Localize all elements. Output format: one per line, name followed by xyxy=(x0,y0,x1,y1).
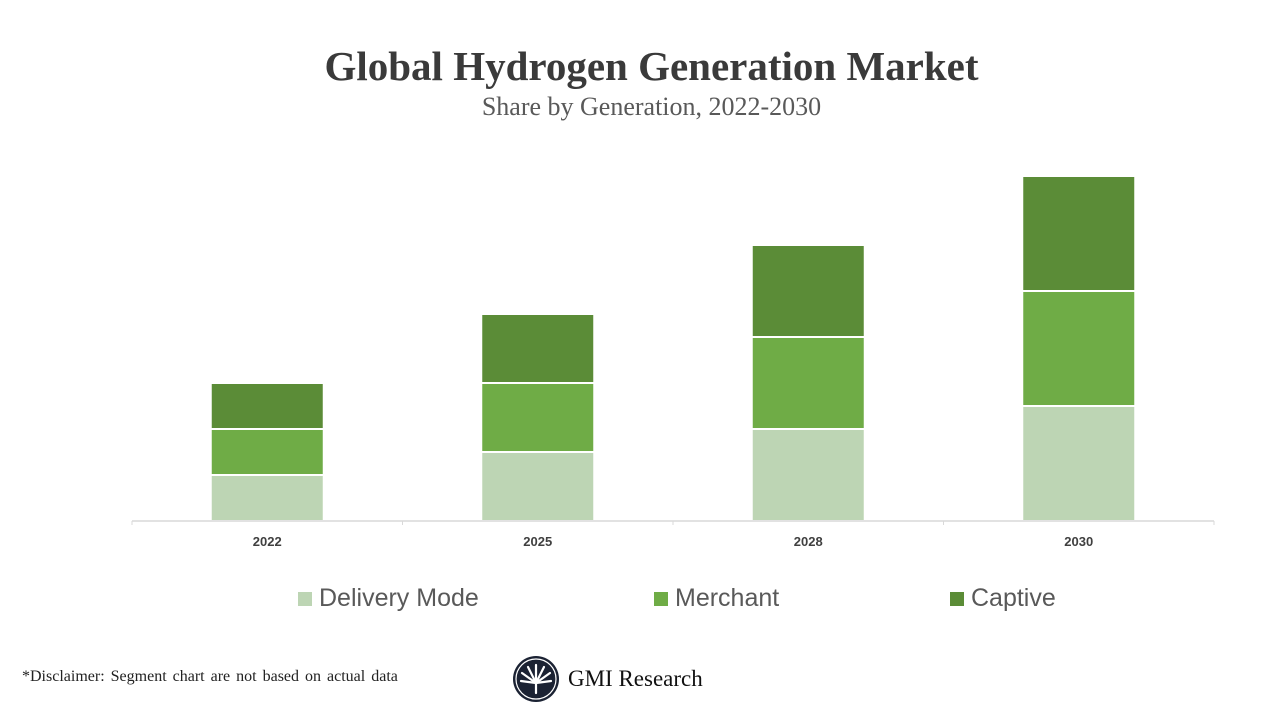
legend-label: Captive xyxy=(971,584,1056,612)
brand-name: GMI Research xyxy=(568,666,703,691)
bar-segment-merchant-2022 xyxy=(209,428,325,476)
chart-subtitle: Share by Generation, 2022-2030 xyxy=(481,92,822,121)
bar-segment-captive-2025 xyxy=(480,313,596,384)
legend-swatch xyxy=(654,591,668,606)
bar-segment-merchant-2025 xyxy=(480,382,596,453)
legend-item-delivery-mode: Delivery Mode xyxy=(298,584,479,613)
gmi-logo: GMI Research xyxy=(512,655,703,703)
bar-segment-merchant-2028 xyxy=(750,336,866,430)
legend-label: Delivery Mode xyxy=(319,584,479,612)
bar-segment-delivery-mode-2028 xyxy=(750,428,866,522)
x-tick-label-2030: 2030 xyxy=(1064,534,1093,549)
x-tick-label-2025: 2025 xyxy=(523,534,552,549)
chart-title: Global Hydrogen Generation Market xyxy=(324,43,979,89)
legend-swatch xyxy=(950,591,964,606)
x-tick-label-2022: 2022 xyxy=(253,534,282,549)
bar-segment-delivery-mode-2025 xyxy=(480,451,596,522)
legend-item-captive: Captive xyxy=(950,584,1056,613)
disclaimer: *Disclaimer: Segment chart are not based… xyxy=(22,668,398,685)
legend-swatch xyxy=(298,591,312,606)
bar-segment-captive-2028 xyxy=(750,244,866,338)
x-tick-label-2028: 2028 xyxy=(794,534,823,549)
bar-segment-merchant-2030 xyxy=(1021,290,1137,407)
bar-segment-captive-2022 xyxy=(209,382,325,430)
bar-segment-captive-2030 xyxy=(1021,175,1137,292)
legend-label: Merchant xyxy=(675,584,780,612)
bar-segment-delivery-mode-2022 xyxy=(209,474,325,522)
legend-item-merchant: Merchant xyxy=(654,584,779,613)
gmi-logo-icon xyxy=(513,656,559,702)
bar-segment-delivery-mode-2030 xyxy=(1021,405,1137,522)
